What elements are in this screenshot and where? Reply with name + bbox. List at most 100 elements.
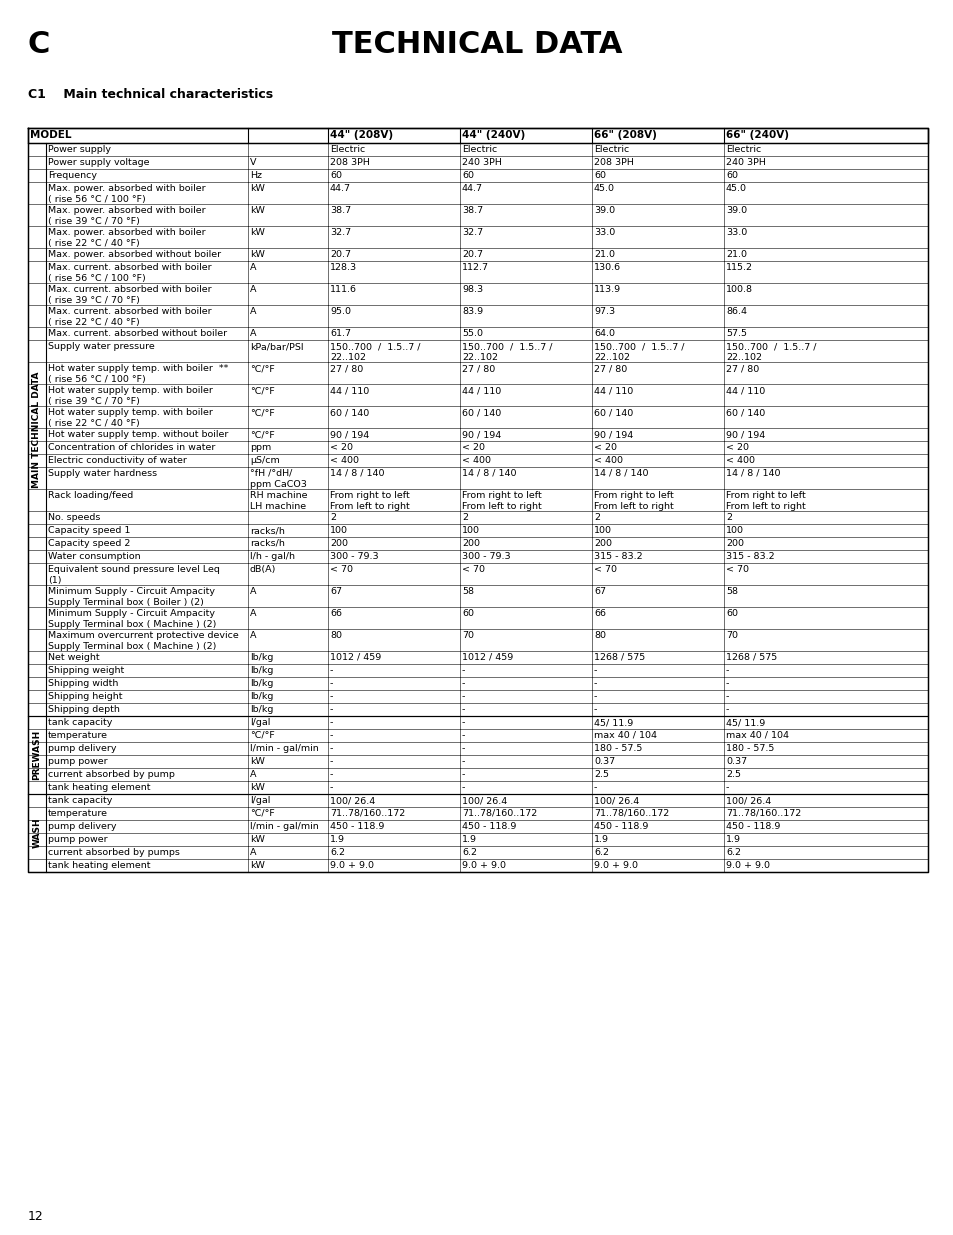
Text: kW: kW xyxy=(250,228,265,237)
Text: 180 - 57.5: 180 - 57.5 xyxy=(725,743,774,753)
Text: 60 / 140: 60 / 140 xyxy=(725,408,764,417)
Text: Power supply: Power supply xyxy=(48,144,111,154)
Text: -: - xyxy=(330,769,333,779)
Text: 300 - 79.3: 300 - 79.3 xyxy=(461,552,510,561)
Text: 83.9: 83.9 xyxy=(461,308,482,316)
Text: l/h - gal/h: l/h - gal/h xyxy=(250,552,294,561)
Text: 61.7: 61.7 xyxy=(330,329,351,338)
Text: 14 / 8 / 140: 14 / 8 / 140 xyxy=(725,469,780,478)
Text: 44" (208V): 44" (208V) xyxy=(330,130,393,140)
Text: tank capacity: tank capacity xyxy=(48,718,112,727)
Text: 1012 / 459: 1012 / 459 xyxy=(330,653,381,662)
Text: -: - xyxy=(461,757,465,766)
Text: ppm: ppm xyxy=(250,443,271,452)
Text: 21.0: 21.0 xyxy=(594,249,615,259)
Text: Max. current. absorbed with boiler
( rise 56 °C / 100 °F): Max. current. absorbed with boiler ( ris… xyxy=(48,263,212,283)
Text: lb/kg: lb/kg xyxy=(250,653,274,662)
Text: temperature: temperature xyxy=(48,809,108,818)
Text: A: A xyxy=(250,285,256,294)
Text: A: A xyxy=(250,587,256,597)
Text: 1.9: 1.9 xyxy=(725,835,740,844)
Text: 80: 80 xyxy=(594,631,605,640)
Text: 66" (240V): 66" (240V) xyxy=(725,130,788,140)
Text: kW: kW xyxy=(250,835,265,844)
Text: -: - xyxy=(594,666,597,676)
Text: 113.9: 113.9 xyxy=(594,285,620,294)
Text: 100: 100 xyxy=(725,526,743,535)
Text: 240 3PH: 240 3PH xyxy=(461,158,501,167)
Text: MAIN TECHNICAL DATA: MAIN TECHNICAL DATA xyxy=(32,372,42,488)
Text: C1    Main technical characteristics: C1 Main technical characteristics xyxy=(28,88,273,101)
Text: 45.0: 45.0 xyxy=(725,184,746,193)
Text: Minimum Supply - Circuit Ampacity
Supply Terminal box ( Machine ) (2): Minimum Supply - Circuit Ampacity Supply… xyxy=(48,609,216,629)
Text: 70: 70 xyxy=(461,631,474,640)
Text: 80: 80 xyxy=(330,631,341,640)
Text: 60: 60 xyxy=(725,609,738,618)
Text: A: A xyxy=(250,609,256,618)
Text: Max. power. absorbed without boiler: Max. power. absorbed without boiler xyxy=(48,249,221,259)
Text: 39.0: 39.0 xyxy=(594,206,615,215)
Text: 315 - 83.2: 315 - 83.2 xyxy=(725,552,774,561)
Text: l/gal: l/gal xyxy=(250,797,270,805)
Text: Water consumption: Water consumption xyxy=(48,552,140,561)
Text: Capacity speed 1: Capacity speed 1 xyxy=(48,526,131,535)
Text: 58: 58 xyxy=(725,587,738,597)
Text: 180 - 57.5: 180 - 57.5 xyxy=(594,743,641,753)
Text: A: A xyxy=(250,848,256,857)
Text: -: - xyxy=(330,666,333,676)
Text: 150..700  /  1.5..7 /
22..102: 150..700 / 1.5..7 / 22..102 xyxy=(594,342,684,362)
Text: < 70: < 70 xyxy=(461,564,484,574)
Text: 38.7: 38.7 xyxy=(330,206,351,215)
Text: -: - xyxy=(330,718,333,727)
Text: pump delivery: pump delivery xyxy=(48,743,116,753)
Text: 1.9: 1.9 xyxy=(594,835,608,844)
Text: V: V xyxy=(250,158,256,167)
Text: dB(A): dB(A) xyxy=(250,564,276,574)
Text: 115.2: 115.2 xyxy=(725,263,752,272)
Text: -: - xyxy=(461,666,465,676)
Text: 57.5: 57.5 xyxy=(725,329,746,338)
Text: Max. power. absorbed with boiler
( rise 39 °C / 70 °F): Max. power. absorbed with boiler ( rise … xyxy=(48,206,206,226)
Text: -: - xyxy=(330,731,333,740)
Text: 200: 200 xyxy=(725,538,743,548)
Text: 33.0: 33.0 xyxy=(725,228,746,237)
Text: 2: 2 xyxy=(461,513,468,522)
Text: 100/ 26.4: 100/ 26.4 xyxy=(594,797,639,805)
Text: Minimum Supply - Circuit Ampacity
Supply Terminal box ( Boiler ) (2): Minimum Supply - Circuit Ampacity Supply… xyxy=(48,587,214,608)
Text: -: - xyxy=(330,783,333,792)
Text: 90 / 194: 90 / 194 xyxy=(461,430,500,438)
Text: 44 / 110: 44 / 110 xyxy=(330,387,369,395)
Text: 1.9: 1.9 xyxy=(461,835,476,844)
Text: -: - xyxy=(330,679,333,688)
Text: 100.8: 100.8 xyxy=(725,285,752,294)
Text: 200: 200 xyxy=(330,538,348,548)
Text: max 40 / 104: max 40 / 104 xyxy=(725,731,788,740)
Text: -: - xyxy=(725,666,729,676)
Text: 95.0: 95.0 xyxy=(330,308,351,316)
Text: Electric: Electric xyxy=(461,144,497,154)
Text: -: - xyxy=(461,769,465,779)
Text: 208 3PH: 208 3PH xyxy=(330,158,370,167)
Text: MODEL: MODEL xyxy=(30,130,71,140)
Text: 45.0: 45.0 xyxy=(594,184,615,193)
Text: 200: 200 xyxy=(594,538,612,548)
Text: Max. current. absorbed with boiler
( rise 39 °C / 70 °F): Max. current. absorbed with boiler ( ris… xyxy=(48,285,212,305)
Text: 6.2: 6.2 xyxy=(330,848,345,857)
Text: lb/kg: lb/kg xyxy=(250,705,274,714)
Text: -: - xyxy=(461,679,465,688)
Text: lb/kg: lb/kg xyxy=(250,692,274,701)
Text: 71..78/160..172: 71..78/160..172 xyxy=(461,809,537,818)
Text: < 70: < 70 xyxy=(594,564,617,574)
Text: 44 / 110: 44 / 110 xyxy=(594,387,633,395)
Text: pump power: pump power xyxy=(48,757,108,766)
Text: Concentration of chlorides in water: Concentration of chlorides in water xyxy=(48,443,215,452)
Text: 45/ 11.9: 45/ 11.9 xyxy=(594,718,633,727)
Text: -: - xyxy=(594,679,597,688)
Text: 300 - 79.3: 300 - 79.3 xyxy=(330,552,378,561)
Text: A: A xyxy=(250,263,256,272)
Text: Frequency: Frequency xyxy=(48,170,97,180)
Text: -: - xyxy=(330,743,333,753)
Text: Shipping depth: Shipping depth xyxy=(48,705,120,714)
Text: 90 / 194: 90 / 194 xyxy=(330,430,369,438)
Text: racks/h: racks/h xyxy=(250,538,285,548)
